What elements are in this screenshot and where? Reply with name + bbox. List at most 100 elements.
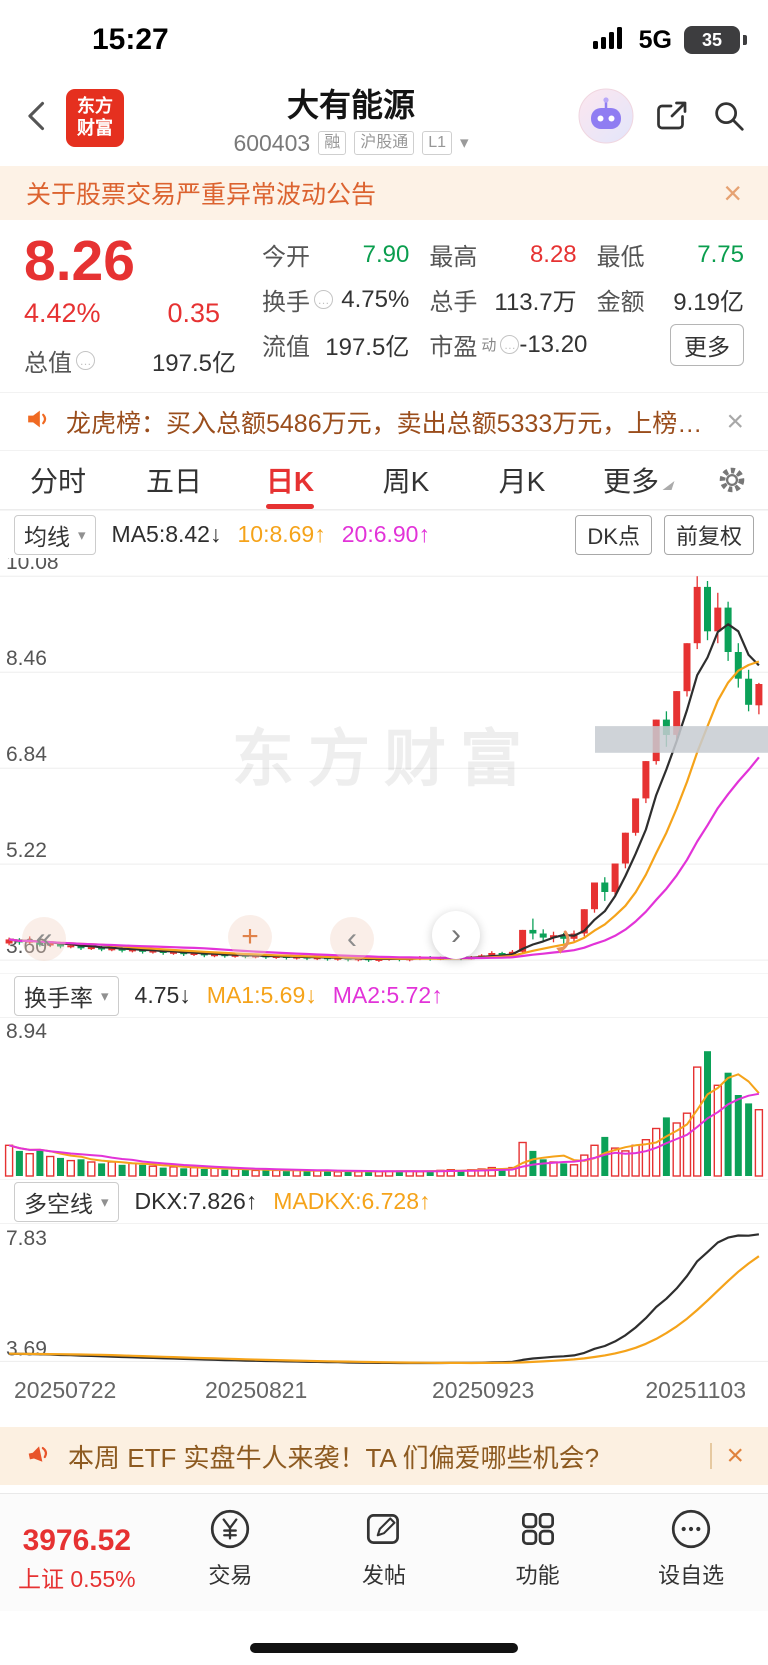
quote-pe: 市盈动… -13.20 bbox=[429, 330, 588, 362]
chart-zoom-in-button[interactable]: + bbox=[228, 915, 272, 960]
stock-code: 600403 bbox=[233, 129, 311, 156]
share-icon[interactable] bbox=[652, 96, 692, 141]
quote-market-cap: 总值… 197.5亿 bbox=[24, 350, 236, 378]
info-icon[interactable]: … bbox=[314, 290, 333, 309]
info-icon[interactable]: … bbox=[500, 335, 520, 354]
stock-subrow: 600403 融 沪股通 L1 ▾ bbox=[233, 130, 468, 157]
compose-icon bbox=[361, 1506, 407, 1552]
dragon-tiger-bar[interactable]: 龙虎榜：买入总额5486万元，卖出总额5333万元，上榜… × bbox=[0, 392, 768, 450]
dkx-indicator-dropdown[interactable]: 多空线 ▾ bbox=[14, 1181, 119, 1222]
assistant-avatar[interactable] bbox=[578, 88, 634, 149]
quote-price-block: 8.26 4.42% 0.35 总值… 197.5亿 bbox=[24, 232, 236, 378]
turnover-value: 4.75↓ bbox=[134, 982, 191, 1009]
svg-text:3.69: 3.69 bbox=[6, 1338, 47, 1361]
dkx-chart[interactable]: 7.83 3.69 bbox=[0, 1223, 768, 1375]
dkx-canvas: 7.83 3.69 bbox=[0, 1223, 768, 1375]
quote-more: 更多 bbox=[597, 323, 744, 366]
banner-divider bbox=[710, 1443, 713, 1470]
grid-icon bbox=[515, 1506, 561, 1552]
nav-trade[interactable]: 交易 bbox=[154, 1506, 308, 1611]
promo-banner[interactable]: 本周 ETF 实盘牛人来袭！TA 们偏爱哪些机会? × bbox=[0, 1427, 768, 1486]
adjust-mode-button[interactable]: 前复权 bbox=[663, 514, 754, 555]
volume-ma2-value: MA2:5.72↑ bbox=[332, 982, 443, 1009]
x-label-1: 20250722 bbox=[14, 1377, 117, 1404]
promo-text: 本周 ETF 实盘牛人来袭！TA 们偏爱哪些机会? bbox=[68, 1442, 600, 1473]
dragon-tiger-text: 龙虎榜：买入总额5486万元，卖出总额5333万元，上榜… bbox=[66, 409, 703, 438]
chart-settings-button[interactable] bbox=[696, 451, 768, 509]
tab-five-day[interactable]: 五日 bbox=[145, 466, 202, 498]
index-value: 3976.52 bbox=[22, 1523, 132, 1557]
chevron-down-icon: ▾ bbox=[101, 987, 109, 1005]
ma20-value: 20:6.90↑ bbox=[341, 521, 430, 548]
quote-float-cap: 流值 197.5亿 bbox=[262, 334, 410, 361]
current-price: 8.26 bbox=[24, 229, 135, 293]
tab-minute[interactable]: 分时 bbox=[29, 466, 86, 498]
candlestick-chart[interactable]: 10.08 8.46 6.84 5.22 3.60 东方财富 « + ‹ › bbox=[0, 551, 768, 973]
x-label-2: 20250821 bbox=[205, 1377, 308, 1404]
header-actions bbox=[578, 88, 748, 149]
chart-pan-right-button[interactable]: › bbox=[432, 911, 480, 960]
chart-restore-icon[interactable] bbox=[536, 921, 580, 965]
x-axis-labels: 20250722 20250821 20250923 20251103 bbox=[0, 1375, 768, 1411]
volume-canvas: 8.94 bbox=[0, 1017, 768, 1179]
tabs-list: 分时 五日 日K 周K 月K 更多 bbox=[0, 451, 696, 510]
quote-turnover: 换手… 4.75% bbox=[262, 285, 410, 317]
nav-features[interactable]: 功能 bbox=[461, 1506, 615, 1611]
banner-close-icon[interactable]: × bbox=[726, 1439, 744, 1473]
svg-text:6.84: 6.84 bbox=[6, 743, 47, 766]
bottom-safe-area bbox=[0, 1611, 768, 1665]
chevron-down-icon: ▾ bbox=[78, 526, 86, 544]
status-time: 15:27 bbox=[92, 23, 169, 56]
dkx-toolbar: 多空线 ▾ DKX:7.826↑ MADKX:6.728↑ bbox=[0, 1179, 768, 1223]
tab-monthly-k[interactable]: 月K bbox=[498, 466, 546, 498]
search-icon[interactable] bbox=[710, 97, 748, 140]
info-icon[interactable]: … bbox=[76, 351, 95, 371]
tab-more[interactable]: 更多 bbox=[580, 451, 696, 509]
volume-indicator-dropdown[interactable]: 换手率 ▾ bbox=[14, 975, 119, 1016]
chevron-down-icon: ▾ bbox=[101, 1193, 109, 1211]
tab-daily-k[interactable]: 日K bbox=[232, 451, 348, 510]
svg-text:8.94: 8.94 bbox=[6, 1020, 47, 1043]
dk-point-button[interactable]: DK点 bbox=[575, 514, 652, 555]
battery-icon: 35 bbox=[684, 26, 747, 54]
megaphone-icon bbox=[24, 1439, 54, 1474]
ma5-value: MA5:8.42↓ bbox=[111, 521, 222, 548]
eastmoney-logo[interactable]: 东方 财富 bbox=[66, 89, 124, 147]
dkx-value: DKX:7.826↑ bbox=[134, 1188, 258, 1215]
quote-amount: 金额 9.19亿 bbox=[596, 289, 744, 316]
quote-high: 最高 8.28 bbox=[429, 240, 577, 272]
dragon-tiger-close-icon[interactable]: × bbox=[726, 404, 744, 438]
period-tabs: 分时 五日 日K 周K 月K 更多 bbox=[0, 450, 768, 511]
announcement-close-icon[interactable]: × bbox=[723, 175, 742, 211]
yen-circle-icon bbox=[207, 1506, 253, 1552]
change-percent: 4.42% bbox=[24, 298, 101, 329]
candlestick-canvas: 10.08 8.46 6.84 5.22 3.60 bbox=[0, 551, 768, 973]
chevron-down-icon[interactable]: ▾ bbox=[460, 133, 469, 152]
kline-toolbar: 均线 ▾ MA5:8.42↓ 10:8.69↑ 20:6.90↑ DK点 前复权 bbox=[0, 510, 768, 558]
hk-connect-badge: 沪股通 bbox=[354, 131, 415, 155]
volume-chart[interactable]: 8.94 bbox=[0, 1017, 768, 1179]
chart-pan-left-button[interactable]: ‹ bbox=[330, 917, 374, 962]
chart-jump-start-button[interactable]: « bbox=[22, 917, 66, 962]
nav-index-shanghai[interactable]: 3976.52 上证 0.55% bbox=[0, 1506, 154, 1611]
network-label: 5G bbox=[638, 25, 672, 54]
watchlist-dots-icon bbox=[668, 1506, 714, 1552]
madkx-value: MADKX:6.728↑ bbox=[273, 1188, 431, 1215]
more-button[interactable]: 更多 bbox=[669, 323, 744, 366]
quote-open: 今开 7.90 bbox=[262, 240, 410, 272]
ma-dropdown[interactable]: 均线 ▾ bbox=[14, 514, 96, 555]
quote-level-badge: L1 bbox=[422, 131, 453, 155]
corner-mark-icon bbox=[662, 480, 675, 490]
announcement-bar[interactable]: 关于股票交易严重异常波动公告 × bbox=[0, 166, 768, 220]
quote-volume: 总手 113.7万 bbox=[429, 289, 577, 316]
back-button[interactable] bbox=[20, 96, 56, 141]
index-change: 0.55% bbox=[70, 1565, 136, 1592]
tab-weekly-k[interactable]: 周K bbox=[382, 466, 430, 498]
quote-grid: 今开 7.90 最高 8.28 最低 7.75 换手… 4.75% 总手 113.7万 金额 9.19… bbox=[262, 232, 744, 378]
nav-post[interactable]: 发帖 bbox=[307, 1506, 461, 1611]
nav-watchlist[interactable]: 设自选 bbox=[614, 1506, 768, 1611]
stock-title-block[interactable]: 大有能源 600403 融 沪股通 L1 ▾ bbox=[134, 80, 568, 157]
volume-toolbar: 换手率 ▾ 4.75↓ MA1:5.69↓ MA2:5.72↑ bbox=[0, 973, 768, 1017]
margin-badge: 融 bbox=[318, 131, 347, 155]
announcement-text: 关于股票交易严重异常波动公告 bbox=[26, 181, 377, 209]
